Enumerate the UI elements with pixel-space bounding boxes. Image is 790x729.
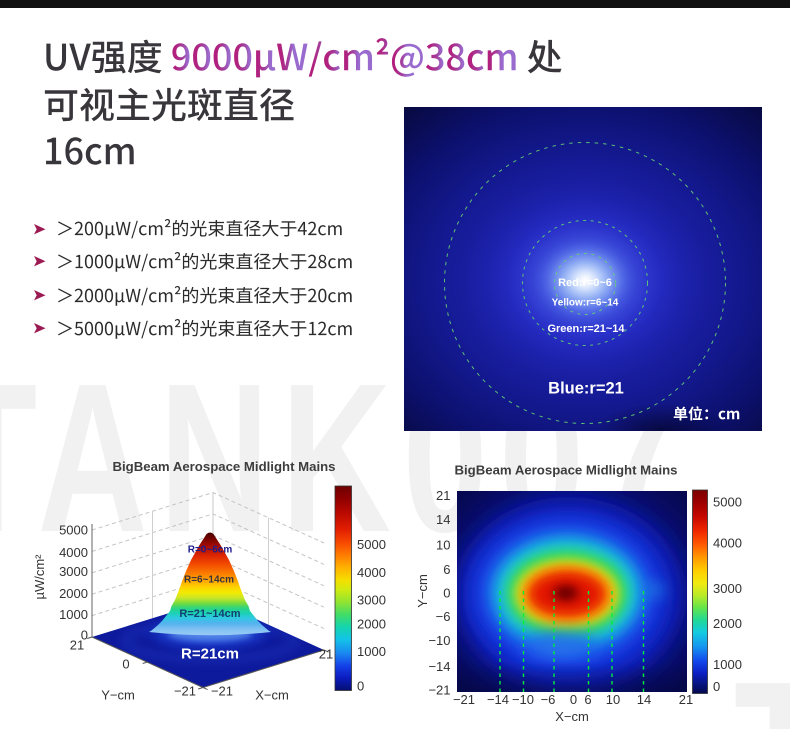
spot-label-blue: Blue:r=21 xyxy=(548,379,624,397)
z-axis-title: µW/cm² xyxy=(32,554,47,600)
bullet-item-text xyxy=(58,252,352,273)
x-axis-title: X−cm xyxy=(555,709,589,724)
x-tick-label: 21 xyxy=(679,692,693,707)
y-tick-label: 0 xyxy=(122,657,129,672)
colorbar-tick-label: 0 xyxy=(357,678,364,693)
x-tick-label: −10 xyxy=(512,692,534,707)
chart-title: BigBeam Aerospace Midlight Mains xyxy=(454,463,677,478)
colorbar-tick-label: 4000 xyxy=(357,565,386,580)
inner-dashed-circle xyxy=(554,253,616,315)
y-tick-label: −14 xyxy=(428,659,450,674)
y-tick-label: 6 xyxy=(443,562,450,577)
unit-label xyxy=(673,406,740,421)
y-tick-label: −10 xyxy=(428,633,450,648)
outer-dashed-circle xyxy=(444,142,726,424)
radius-circles xyxy=(444,142,726,424)
heatmap-colorbar xyxy=(692,489,708,694)
uv-spot-photo: Red:r=0~6 Yellow:r=6~14 Green:r=21~14 Bl… xyxy=(404,107,762,431)
surface-annotation: R=21~14cm xyxy=(179,608,240,620)
z-tick-label: 1000 xyxy=(59,607,88,622)
bullet-item-text xyxy=(58,285,352,306)
y-tick-label: 21 xyxy=(70,638,84,653)
x-tick-label: −21 xyxy=(453,692,475,707)
colorbar-tick-label: 3000 xyxy=(713,581,742,596)
spot-label-yellow: Yellow:r=6~14 xyxy=(551,297,619,309)
spot-label-green: Green:r=21~14 xyxy=(547,322,625,335)
arrowhead-icon xyxy=(33,256,45,267)
colorbar-tick-label: 2000 xyxy=(357,617,386,632)
title-line-1 xyxy=(46,38,562,78)
z-tick-label: 5000 xyxy=(59,523,88,538)
arrowhead-icon xyxy=(33,322,45,334)
bullet-item-text xyxy=(58,219,342,240)
y-tick-label: 14 xyxy=(436,512,450,527)
y-tick-label: 0 xyxy=(443,585,450,600)
colorbar-tick-label: 4000 xyxy=(713,536,742,551)
y-tick-label: −6 xyxy=(436,609,451,624)
heatmap-image xyxy=(457,491,687,692)
arrowhead-icon xyxy=(33,289,45,301)
surface-bell xyxy=(149,532,271,636)
y-tick-label: −21 xyxy=(428,683,450,698)
y-tick-label: 21 xyxy=(436,488,450,503)
surface-chart-figure: BigBeam Aerospace Midlight Mains 0 1000 20… xyxy=(32,459,386,703)
colorbar-tick-label: 3000 xyxy=(357,592,386,607)
colorbar-tick-label: 1000 xyxy=(357,644,386,659)
axis-tick-marks xyxy=(87,636,329,691)
arrowhead-icon xyxy=(33,223,45,234)
x-tick-label: −14 xyxy=(487,692,509,707)
y-tick-label: 10 xyxy=(436,537,450,552)
unit-label-wrap xyxy=(673,405,743,424)
spot-label-red: Red:r=0~6 xyxy=(558,276,612,289)
y-tick-label: −21 xyxy=(174,684,196,699)
z-tick-label: 2000 xyxy=(59,586,88,601)
top-accent-bar xyxy=(0,0,790,8)
x-tick-label: 0 xyxy=(570,692,577,707)
x-tick-label: −6 xyxy=(541,692,556,707)
x-axis-title: X−cm xyxy=(255,688,289,703)
y-axis-title: Y−cm xyxy=(415,574,430,608)
y-axis-title: Y−cm xyxy=(101,688,135,703)
surface-annotation: R=6~14cm xyxy=(184,575,234,586)
x-tick-label: 6 xyxy=(584,692,591,707)
title-line-3 xyxy=(46,137,134,166)
chart-title: BigBeam Aerospace Midlight Mains xyxy=(112,459,335,474)
watermark-text-2: TANK007 xyxy=(734,650,790,729)
colorbar-tick-label: 0 xyxy=(713,679,720,694)
surface-annotation: R=21cm xyxy=(181,646,239,663)
z-tick-label: 0 xyxy=(81,628,88,643)
surface-annotation: R=0~6cm xyxy=(188,545,233,556)
heatmap-chart-figure: BigBeam Aerospace Midlight Mains 21 14 10 6… xyxy=(415,463,742,725)
middle-dashed-circle xyxy=(522,220,648,346)
colorbar-tick-label: 5000 xyxy=(713,495,742,510)
x-tick-label: 21 xyxy=(319,647,333,662)
x-tick-label: 10 xyxy=(606,692,620,707)
x-tick-label: −21 xyxy=(211,684,233,699)
surface-colorbar xyxy=(334,485,352,691)
colorbar-tick-label: 5000 xyxy=(357,537,386,552)
colorbar-tick-label: 2000 xyxy=(713,616,742,631)
title-line-2 xyxy=(44,87,294,122)
bullet-item-text xyxy=(58,318,352,339)
z-tick-label: 4000 xyxy=(59,545,88,560)
colorbar-tick-label: 1000 xyxy=(713,657,742,672)
x-tick-label: 14 xyxy=(637,692,651,707)
z-tick-label: 3000 xyxy=(59,564,88,579)
